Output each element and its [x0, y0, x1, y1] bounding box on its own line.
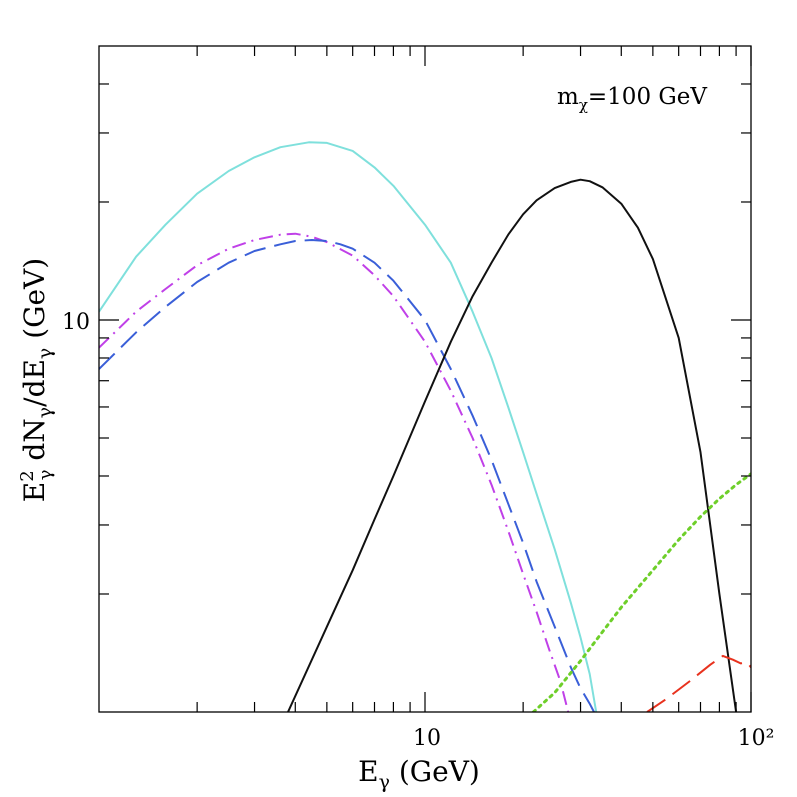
series-blue-dashed — [99, 239, 595, 712]
curves-group — [99, 141, 751, 712]
y-axis-label: E2γ dNγ/dEγ (GeV) — [17, 258, 56, 502]
x-tick-label-10: 10 — [413, 726, 441, 751]
x-axis-label: Eγ (GeV) — [358, 755, 480, 793]
series-black-solid — [287, 178, 738, 712]
ticks-group — [99, 46, 752, 712]
mass-annotation: mχ=100 GeV — [557, 84, 707, 114]
plot-frame — [98, 45, 752, 713]
series-red-dashed — [646, 654, 751, 712]
series-cyan-solid — [99, 141, 598, 712]
y-tick-label-10: 10 — [62, 310, 90, 335]
x-tick-label-100: 10² — [738, 726, 775, 751]
series-magenta-dot-dash — [99, 232, 570, 712]
series-green-dotted — [531, 472, 751, 712]
